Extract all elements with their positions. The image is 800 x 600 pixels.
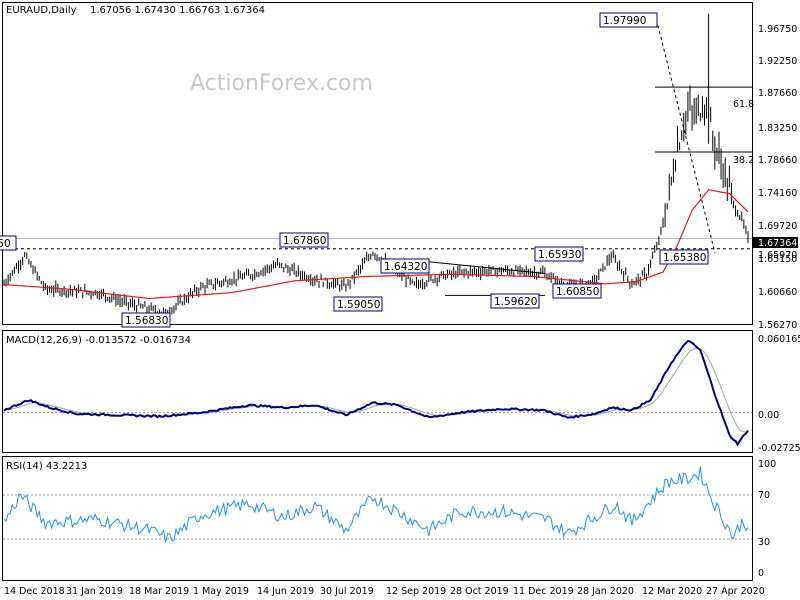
annotation-box (599, 12, 658, 28)
annotation-label: 1.59050 (337, 299, 380, 311)
price-tick: 1.78660 (758, 155, 797, 166)
x-tick: 31 Jan 2019 (66, 586, 123, 597)
price-tick: 1.69720 (758, 221, 797, 232)
x-axis: 14 Dec 2018 31 Jan 2019 18 Mar 2019 1 Ma… (4, 586, 765, 597)
macd-line (3, 339, 749, 447)
rsi-tick: 30 (758, 537, 770, 548)
annotation-box (279, 232, 329, 248)
price-tick: 1.65150 (758, 254, 797, 265)
rsi-tick: 0 (758, 568, 764, 579)
x-tick: 28 Oct 2019 (450, 586, 509, 597)
annotation-label: 1.60850 (556, 286, 599, 298)
annotation-box (333, 296, 383, 312)
annotation-box (552, 283, 602, 299)
annotation-label: 1.56830 (125, 315, 168, 327)
macd-title: MACD(12,26,9) -0.013572 -0.016734 (6, 335, 191, 346)
x-tick: 12 Sep 2019 (386, 586, 446, 597)
price-tick: 1.92250 (758, 56, 797, 67)
current-price-tag-bg (753, 237, 798, 248)
annotation-label: 1.59620 (494, 296, 537, 308)
price-axis: 1.96750 1.92250 1.87660 1.83250 1.78660 … (758, 24, 797, 331)
annotation-box (490, 293, 540, 309)
price-annotations: 1.97990 1.6750 1.67860 1.65930 1.65380 1… (0, 12, 709, 328)
annotation-label: 1.65380 (663, 252, 706, 264)
macd-tick: -0.02725 (758, 443, 800, 454)
rsi-tick: 70 (758, 490, 770, 501)
annotation-label: 1.64320 (384, 261, 427, 273)
x-tick: 14 Dec 2018 (4, 586, 65, 597)
x-tick: 11 Dec 2019 (513, 586, 574, 597)
annotation-high: 1.97990 (603, 15, 646, 27)
rsi-line (3, 466, 749, 543)
macd-tick: 0.00 (758, 410, 779, 421)
macd-panel-frame (2, 330, 753, 453)
macd-plot (3, 339, 752, 447)
current-price-tag: 1.67364 (758, 238, 797, 249)
x-tick: 18 Mar 2019 (129, 586, 189, 597)
rsi-plot (3, 466, 752, 543)
x-tick: 14 Jun 2019 (257, 586, 314, 597)
retracement-trendline (654, 13, 716, 254)
resistance-trendline (419, 260, 546, 275)
price-tick: 1.60660 (758, 287, 797, 298)
annotation-left-cut: 1.6750 (0, 238, 11, 250)
price-tick: 1.56270 (758, 320, 797, 331)
support-price-tag: 1.65970 (758, 250, 797, 261)
rsi-panel-frame (2, 456, 753, 581)
annotation-label: 1.67860 (283, 235, 326, 247)
price-tick: 1.74160 (758, 188, 797, 199)
price-tick: 1.96750 (758, 24, 797, 35)
ohlc-values: 1.67056 1.67430 1.66763 1.67364 (90, 5, 265, 16)
x-tick: 27 Apr 2020 (706, 586, 765, 597)
rsi-title: RSI(14) 43.2213 (6, 461, 87, 472)
annotation-box (0, 235, 17, 251)
price-tick: 1.83250 (758, 123, 797, 134)
fib-61-label: 61.8 (733, 99, 754, 110)
annotation-box (121, 312, 171, 328)
price-tick: 1.87660 (758, 88, 797, 99)
rsi-tick: 100 (758, 459, 776, 470)
macd-signal-line (3, 348, 749, 433)
symbol-label: EURAUD,Daily (6, 5, 77, 16)
price-plot (3, 13, 752, 319)
annotation-box (659, 249, 709, 265)
x-tick: 1 May 2019 (193, 586, 249, 597)
annotation-box (534, 246, 584, 262)
moving-average-line (3, 189, 749, 300)
fib-38-label: 38.2 (733, 155, 754, 166)
macd-tick: 0.060165 (758, 334, 800, 345)
x-tick: 28 Jan 2020 (577, 586, 634, 597)
annotation-label: 1.65930 (538, 249, 581, 261)
watermark: ActionForex.com (190, 71, 373, 96)
annotation-box (380, 258, 430, 274)
x-tick: 12 Mar 2020 (642, 586, 702, 597)
price-panel-frame (2, 2, 753, 325)
x-tick: 30 Jul 2019 (320, 586, 374, 597)
